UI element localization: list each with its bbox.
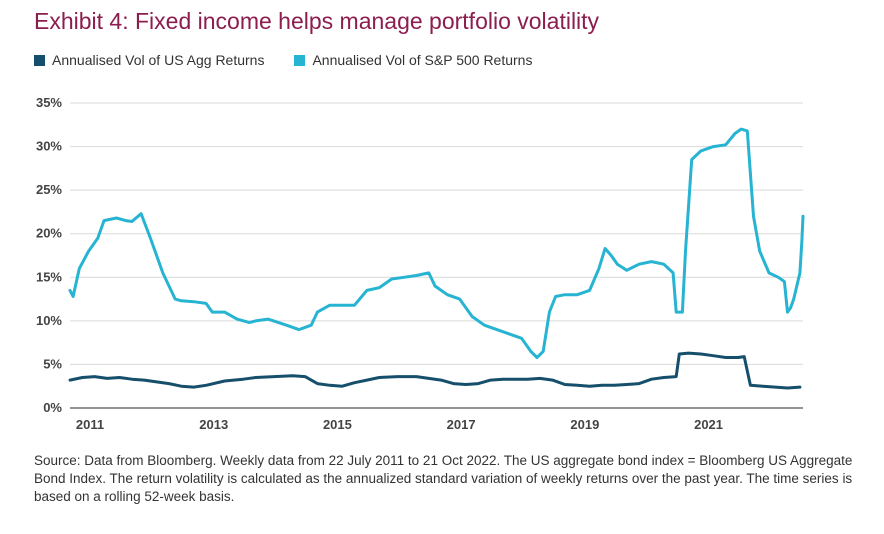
legend-swatch-agg — [34, 54, 45, 66]
x-tick-label: 2017 — [447, 417, 476, 432]
legend: Annualised Vol of US Agg Returns Annuali… — [34, 52, 562, 68]
legend-item-spx: Annualised Vol of S&P 500 Returns — [294, 52, 532, 68]
y-tick-label: 10% — [36, 313, 62, 328]
x-tick-label: 2011 — [76, 417, 104, 432]
y-tick-label: 5% — [43, 356, 62, 371]
legend-label-spx: Annualised Vol of S&P 500 Returns — [312, 52, 533, 68]
x-tick-label: 2021 — [694, 417, 723, 432]
x-tick-label: 2015 — [323, 417, 352, 432]
chart-title: Exhibit 4: Fixed income helps manage por… — [34, 8, 600, 34]
y-tick-label: 15% — [36, 269, 62, 284]
legend-swatch-spx — [294, 54, 306, 66]
y-tick-label: 20% — [36, 226, 62, 241]
series-line-us-agg — [68, 351, 802, 390]
series-line-sp500 — [68, 127, 805, 359]
y-tick-label: 35% — [36, 95, 62, 110]
x-tick-label: 2013 — [199, 417, 228, 432]
source-note: Source: Data from Bloomberg. Weekly data… — [34, 453, 853, 504]
legend-label-agg: Annualised Vol of US Agg Returns — [52, 52, 265, 68]
legend-item-agg: Annualised Vol of US Agg Returns — [34, 52, 264, 68]
y-tick-label: 0% — [43, 400, 62, 415]
line-chart: 0% 5% 10% 15% 20% 25% 30% 35% 2011 2013 2015 2017 20… — [36, 95, 805, 432]
x-tick-label: 2019 — [570, 417, 599, 432]
y-tick-label: 30% — [36, 139, 62, 154]
y-tick-label: 25% — [36, 182, 62, 197]
